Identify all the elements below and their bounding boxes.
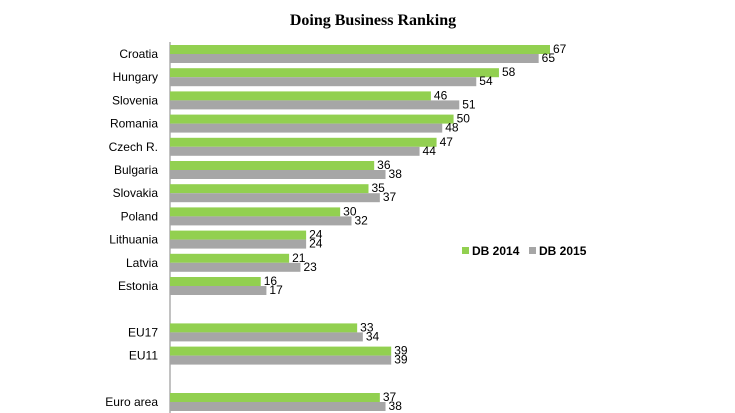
bar-db2014 <box>170 230 307 240</box>
bar-db2014 <box>170 184 369 194</box>
bar-db2014 <box>170 207 341 217</box>
legend: DB 2014 DB 2015 <box>462 244 587 258</box>
data-label-db2015: 32 <box>354 213 368 227</box>
bar-db2015 <box>170 332 363 342</box>
category-label: Czech R. <box>109 140 158 154</box>
bar-db2015 <box>170 146 420 156</box>
category-label: Slovakia <box>113 186 159 200</box>
data-label-db2015: 65 <box>542 51 556 65</box>
bar-db2014 <box>170 253 290 263</box>
data-label-db2014: 30 <box>343 204 357 218</box>
chart-title: Doing Business Ranking <box>290 12 456 29</box>
legend-swatch-db2014 <box>462 247 469 254</box>
data-label-db2014: 67 <box>553 42 567 56</box>
category-label: Croatia <box>119 47 158 61</box>
bar-db2015 <box>170 77 477 87</box>
legend-label-db2014: DB 2014 <box>472 244 520 258</box>
bar-db2015 <box>170 193 380 203</box>
data-label-db2015: 44 <box>423 144 437 158</box>
data-label-db2015: 34 <box>366 329 380 343</box>
category-label: Poland <box>121 209 158 223</box>
data-label-db2015: 54 <box>479 74 493 88</box>
data-label-db2015: 38 <box>389 399 403 413</box>
category-label: Bulgaria <box>114 163 158 177</box>
bar-db2015 <box>170 54 539 63</box>
data-label-db2014: 58 <box>502 65 516 79</box>
data-label-db2014: 16 <box>264 274 278 288</box>
bar-db2014 <box>170 45 550 54</box>
data-label-db2015: 48 <box>445 121 459 135</box>
data-label-db2014: 33 <box>360 320 374 334</box>
bar-db2015 <box>170 286 267 295</box>
bar-db2014 <box>170 393 380 402</box>
data-label-db2014: 36 <box>377 158 391 172</box>
category-label: EU11 <box>129 349 158 363</box>
data-label-db2014: 21 <box>292 251 306 265</box>
data-label-db2014: 35 <box>372 181 386 195</box>
bar-db2014 <box>170 91 431 101</box>
category-label: Hungary <box>113 70 158 84</box>
bar-db2014 <box>170 114 454 124</box>
data-label-db2015: 37 <box>383 190 397 204</box>
data-label-db2014: 37 <box>383 390 397 404</box>
data-label-db2014: 39 <box>394 344 408 358</box>
category-label: Latvia <box>126 256 158 270</box>
data-label-db2014: 50 <box>457 112 471 126</box>
bar-db2014 <box>170 277 261 286</box>
data-label-db2015: 38 <box>389 167 403 181</box>
data-label-db2014: 47 <box>440 135 454 149</box>
bar-db2014 <box>170 161 375 170</box>
bar-db2015 <box>170 239 307 249</box>
bar-db2015 <box>170 355 392 365</box>
bar-db2015 <box>170 123 443 133</box>
bar-db2014 <box>170 323 358 333</box>
data-label-db2015: 51 <box>462 97 476 111</box>
category-label: EU17 <box>128 325 158 339</box>
bar-db2015 <box>170 170 386 179</box>
category-label: Romania <box>110 117 158 131</box>
data-label-db2015: 24 <box>309 237 323 251</box>
bar-db2014 <box>170 346 392 356</box>
category-label: Lithuania <box>109 233 158 247</box>
bar-db2014 <box>170 68 499 78</box>
category-label: Estonia <box>118 279 158 293</box>
data-label-db2014: 46 <box>434 88 448 102</box>
legend-swatch-db2015 <box>529 247 536 254</box>
data-label-db2015: 23 <box>303 260 317 274</box>
bar-db2015 <box>170 216 352 226</box>
category-label: Euro area <box>105 395 158 409</box>
bar-db2015 <box>170 262 301 272</box>
data-label-db2014: 24 <box>309 228 323 242</box>
data-label-db2015: 39 <box>394 353 408 367</box>
bar-db2015 <box>170 402 386 411</box>
bar-db2015 <box>170 100 460 110</box>
data-label-db2015: 17 <box>269 283 283 297</box>
bar-db2014 <box>170 137 437 147</box>
legend-label-db2015: DB 2015 <box>539 244 587 258</box>
category-label: Slovenia <box>112 93 158 107</box>
